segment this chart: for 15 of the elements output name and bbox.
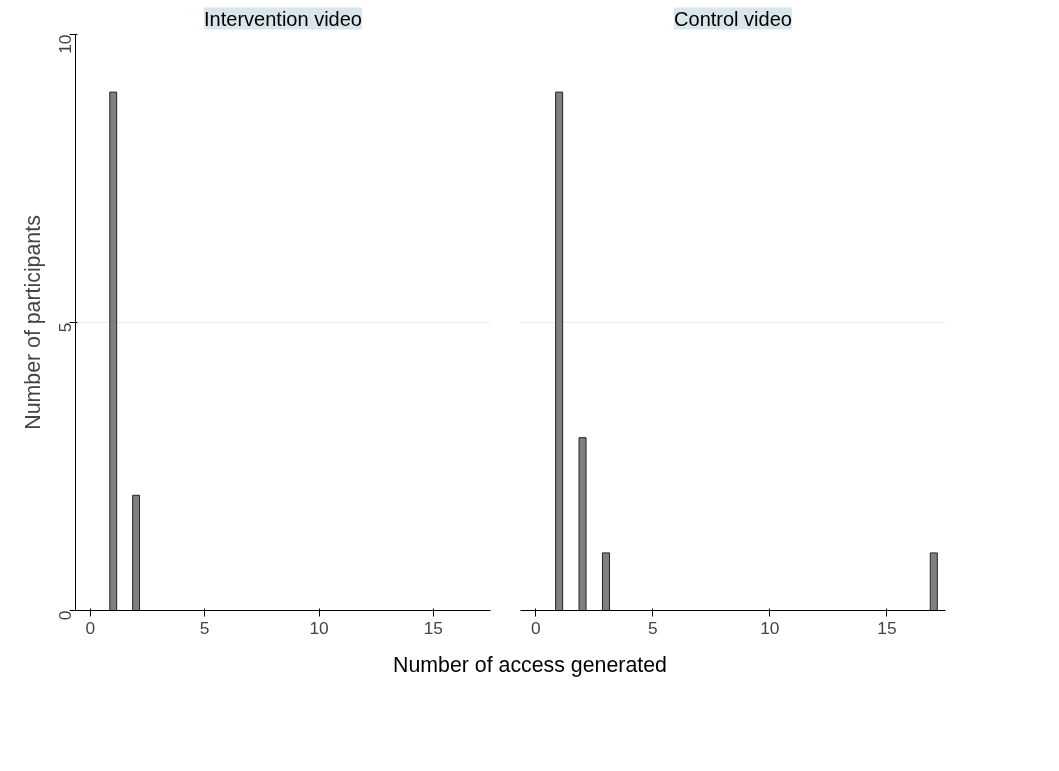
y-tick-label: 5 bbox=[54, 322, 75, 333]
x-tick-label: 5 bbox=[647, 617, 658, 638]
chart-title: Control video bbox=[674, 7, 792, 30]
x-tick-label: 10 bbox=[760, 617, 780, 638]
x-tick-label: 0 bbox=[85, 617, 96, 638]
chart-title: Intervention video bbox=[204, 7, 362, 30]
x-tick-label: 15 bbox=[423, 617, 443, 638]
y-tick-label: 10 bbox=[54, 34, 75, 54]
x-tick-label: 0 bbox=[530, 617, 541, 638]
x-tick-label: 10 bbox=[309, 617, 329, 638]
x-axis-title: Number of access generated bbox=[393, 652, 667, 679]
x-tick-label: 5 bbox=[199, 617, 210, 638]
x-tick-label: 15 bbox=[877, 617, 897, 638]
y-axis-title: Number of participants bbox=[20, 215, 45, 430]
y-tick-label: 0 bbox=[54, 610, 75, 621]
